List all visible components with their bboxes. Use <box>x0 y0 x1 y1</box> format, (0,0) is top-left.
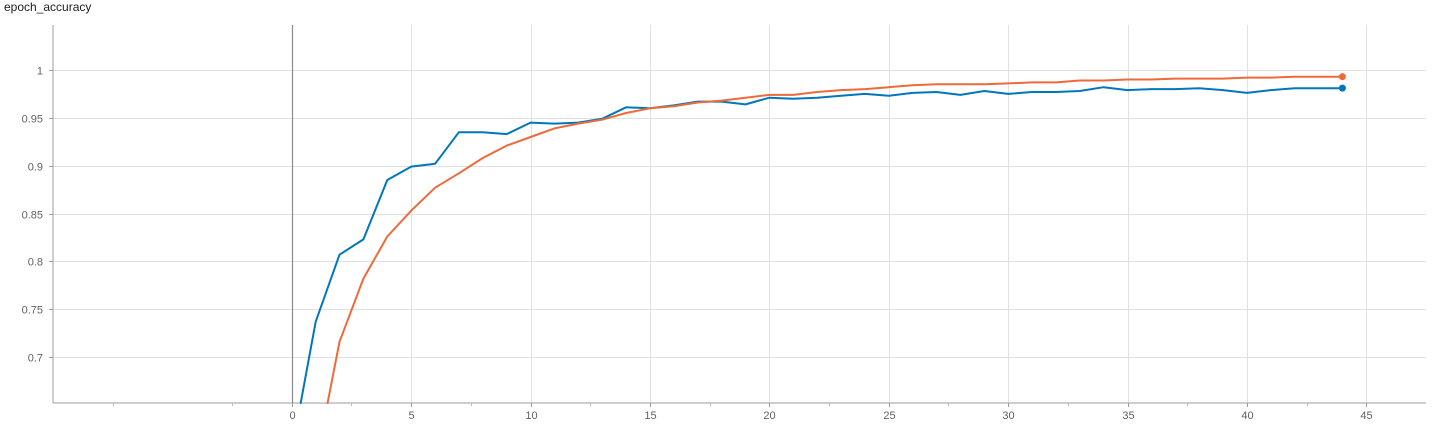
x-tick-label: 30 <box>1002 410 1014 422</box>
y-tick-label: 0.8 <box>28 257 43 269</box>
series-end-marker-1 <box>1338 84 1346 92</box>
x-tick-label: 5 <box>408 410 414 422</box>
series-end-marker-2 <box>1338 73 1346 81</box>
y-tick-label: 0.9 <box>28 162 43 174</box>
y-tick-label: 0.85 <box>22 210 43 222</box>
x-tick-label: 45 <box>1360 410 1372 422</box>
x-tick-label: 15 <box>644 410 656 422</box>
x-tick-label: 35 <box>1122 410 1134 422</box>
series-line-1 <box>299 86 1344 404</box>
x-tick-label: 10 <box>525 410 537 422</box>
axes <box>49 25 1426 407</box>
grid <box>53 25 1426 403</box>
y-tick-label: 0.75 <box>22 305 43 317</box>
y-tick-label: 0.7 <box>28 353 43 365</box>
x-tick-label: 0 <box>289 410 295 422</box>
y-tick-label: 0.95 <box>22 114 43 126</box>
y-tick-label: 1 <box>37 66 43 78</box>
chart-title: epoch_accuracy <box>4 0 92 14</box>
series-line-2 <box>326 75 1344 404</box>
x-tick-label: 20 <box>763 410 775 422</box>
x-tick-label: 40 <box>1241 410 1253 422</box>
series <box>299 73 1346 404</box>
x-tick-label: 25 <box>883 410 895 422</box>
